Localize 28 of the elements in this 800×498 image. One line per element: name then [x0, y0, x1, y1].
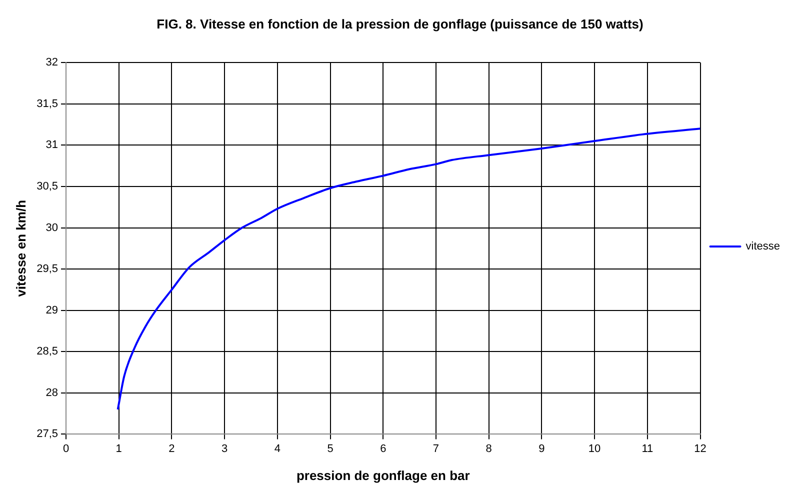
x-tick-label: 3 [222, 442, 228, 455]
x-tick-label: 9 [538, 442, 545, 455]
y-axis-title: vitesse en km/h [13, 200, 28, 297]
y-tick-label: 27,5 [36, 428, 58, 440]
y-tick-label: 30,5 [36, 180, 58, 192]
y-tick-label: 31 [46, 139, 58, 152]
y-tick-label: 29 [46, 304, 58, 316]
x-axis-title: pression de gonflage en bar [296, 468, 470, 483]
x-tick-label: 5 [327, 442, 334, 455]
x-tick-label: 4 [274, 442, 280, 455]
y-tick-label: 31,5 [36, 98, 58, 110]
x-tick-label: 8 [486, 442, 492, 455]
line-series [116, 128, 700, 410]
y-tick-label: 30 [46, 222, 58, 234]
x-tick-label: 10 [588, 442, 601, 455]
x-tick-label: 0 [62, 442, 70, 455]
y-tick-label: 32 [46, 56, 58, 69]
x-tick-label: 6 [380, 442, 386, 455]
x-tick-label: 12 [694, 442, 706, 455]
x-tick-label: 2 [168, 442, 175, 455]
x-tick-label: 7 [432, 442, 440, 455]
chart-title: FIG. 8. Vitesse en fonction de la pression de gonflage (puissance de 150 watts) [156, 16, 644, 32]
legend-label: vitesse [746, 240, 780, 253]
y-tick-label: 29,5 [36, 263, 58, 276]
x-tick-label: 11 [642, 442, 654, 455]
y-tick-label: 28 [46, 386, 58, 399]
x-tick-label: 1 [116, 442, 122, 455]
y-tick-label: 28,5 [36, 346, 58, 358]
